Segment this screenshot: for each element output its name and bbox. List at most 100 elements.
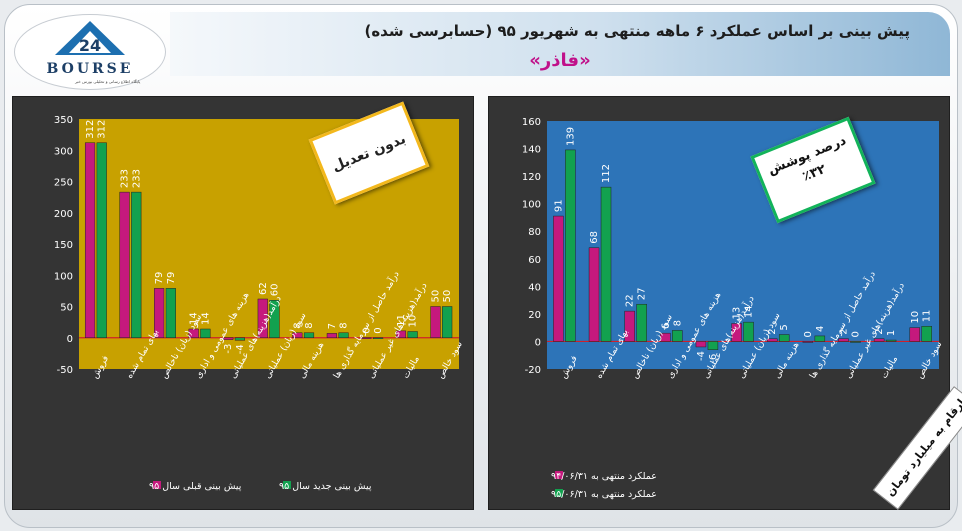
data-label: -4 [235,344,246,354]
y-tick-label: 100 [54,271,73,282]
data-label: 50 [442,290,453,303]
y-tick-label: 80 [528,227,541,238]
bar-series1 [695,341,707,348]
y-tick-label: 150 [54,240,73,251]
bar-series1 [361,337,372,339]
y-tick-label: -50 [57,365,73,376]
data-label: 79 [166,272,177,285]
y-tick-label: 140 [522,145,541,156]
y-tick-label: 60 [528,255,541,266]
data-label: 8 [304,322,315,328]
y-tick-label: 250 [54,178,73,189]
bar-series1 [154,288,165,338]
y-tick-label: 200 [54,209,73,220]
bar-series2 [814,335,826,342]
bar-series2 [885,339,897,342]
legend-label: پیش بینی قبلی سال ۹۵ [149,481,242,492]
bar-series2 [131,191,142,338]
bar-series1 [292,332,303,338]
bar-series2 [565,149,576,342]
logo-mark-icon: 24 [55,21,125,55]
data-label: 14 [200,312,211,325]
bar-series1 [624,310,635,342]
data-label: -6 [708,354,719,364]
company-name: «فاذر» [529,50,591,71]
logo-text: BOURSE [46,61,134,77]
bar-series2 [96,142,107,338]
data-label: 14 [744,305,755,318]
data-label: 68 [589,231,600,244]
data-label: 2 [767,328,778,334]
data-label: 13 [732,307,743,320]
legend-label: عملکرد منتهی به ۹۵/۰۶/۳۱ [551,489,657,500]
bar-series2 [707,341,719,350]
data-label: 7 [327,323,338,329]
bar-series1 [802,341,814,343]
data-label: 5 [779,324,790,330]
data-label: 2 [874,328,885,334]
data-label: 27 [637,288,648,301]
y-tick-label: 40 [528,282,541,293]
bar-series2 [921,326,932,342]
bar-series1 [766,338,778,342]
data-label: 0 [803,331,814,337]
bar-series1 [909,327,921,342]
data-label: 312 [97,120,108,139]
y-tick-label: -20 [525,365,541,376]
data-label: 0 [850,331,861,337]
bar-series2 [373,337,384,339]
bar-series2 [338,332,349,338]
bar-series1 [395,330,407,338]
data-label: 62 [258,282,269,295]
data-label: 11 [396,314,407,327]
data-label: 4 [815,326,826,332]
bourse-logo: 24 BOURSE پایگاه اطلاع رسانی و تحلیلی بو… [14,14,166,90]
data-label: 79 [154,272,165,285]
data-label: 10 [408,315,419,328]
data-label: 233 [131,169,142,188]
data-label: 112 [601,164,612,183]
bar-series1 [257,298,268,338]
data-label: 0 [373,327,384,333]
y-tick-label: 100 [522,200,541,211]
logo-tagline: پایگاه اطلاع رسانی و تحلیلی بورس خبر [75,79,141,84]
data-label: 22 [625,294,636,307]
data-label: 2 [838,328,849,334]
bar-series2 [303,332,315,338]
y-tick-label: 0 [67,334,73,345]
bar-series1 [119,191,130,338]
plot-area [547,121,939,369]
data-label: 11 [922,310,933,323]
bar-series2 [234,337,245,341]
bar-series1 [731,323,742,342]
bar-series1 [588,247,600,342]
bar-series2 [407,331,418,338]
bar-series2 [442,306,453,338]
chart-panel-right: -20 0 20 40 60 80 100 120 140 160 91 68 22 6 -4 13 2 0 2 2 1… [488,96,950,510]
data-label: 0 [361,327,372,333]
y-tick-label: 350 [54,115,73,126]
bar-series1 [838,338,849,342]
legend-swatch [283,481,291,489]
page-title: پیش بینی بر اساس عملکرد ۶ ماهه منتهی به … [364,22,910,40]
bar-series2 [672,330,683,342]
y-tick-label: 300 [54,146,73,157]
bar-series1 [84,142,96,338]
bar-series1 [188,328,199,338]
bar-series1 [660,332,671,342]
y-tick-label: 0 [535,337,541,348]
data-label: 312 [85,120,96,139]
bar-series1 [223,337,234,340]
bar-series2 [636,303,647,342]
legend-swatch [555,489,563,497]
bar-series2 [165,288,176,338]
data-label: 8 [292,322,303,328]
legend-swatch [153,481,161,489]
bar-series1 [326,333,337,338]
bar-series1 [430,306,441,338]
bar-series2 [200,328,211,338]
legend-swatch [555,471,563,479]
data-label: 14 [189,312,200,325]
bar-series2 [600,186,612,342]
